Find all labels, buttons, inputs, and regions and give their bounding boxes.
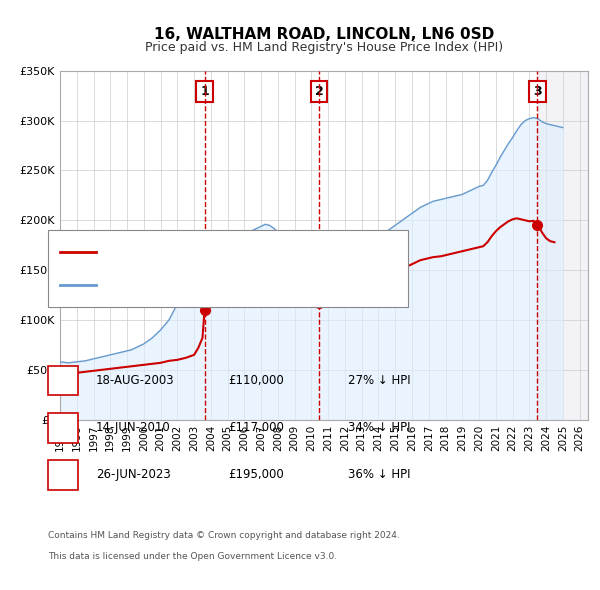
- Text: HPI: Average price, detached house, Lincoln: HPI: Average price, detached house, Linc…: [102, 280, 332, 290]
- Text: This data is licensed under the Open Government Licence v3.0.: This data is licensed under the Open Gov…: [48, 552, 337, 560]
- Text: 1: 1: [200, 85, 209, 98]
- Text: 3: 3: [533, 85, 542, 98]
- Bar: [538, 71, 588, 419]
- Text: £195,000: £195,000: [228, 468, 284, 481]
- Text: 2: 2: [59, 421, 67, 434]
- Text: 16, WALTHAM ROAD, LINCOLN, LN6 0SD: 16, WALTHAM ROAD, LINCOLN, LN6 0SD: [154, 27, 494, 41]
- Text: 34% ↓ HPI: 34% ↓ HPI: [348, 421, 410, 434]
- Text: £117,000: £117,000: [228, 421, 284, 434]
- Text: 16, WALTHAM ROAD, LINCOLN, LN6 0SD (detached house): 16, WALTHAM ROAD, LINCOLN, LN6 0SD (deta…: [102, 247, 405, 257]
- Text: 18-AUG-2003: 18-AUG-2003: [96, 374, 175, 387]
- Text: Price paid vs. HM Land Registry's House Price Index (HPI): Price paid vs. HM Land Registry's House …: [145, 41, 503, 54]
- Text: £110,000: £110,000: [228, 374, 284, 387]
- Text: 26-JUN-2023: 26-JUN-2023: [96, 468, 171, 481]
- Text: 1: 1: [59, 374, 67, 387]
- Text: 2: 2: [315, 85, 323, 98]
- Text: 3: 3: [59, 468, 67, 481]
- Text: Contains HM Land Registry data © Crown copyright and database right 2024.: Contains HM Land Registry data © Crown c…: [48, 531, 400, 540]
- Text: 36% ↓ HPI: 36% ↓ HPI: [348, 468, 410, 481]
- Text: 14-JUN-2010: 14-JUN-2010: [96, 421, 171, 434]
- Text: 27% ↓ HPI: 27% ↓ HPI: [348, 374, 410, 387]
